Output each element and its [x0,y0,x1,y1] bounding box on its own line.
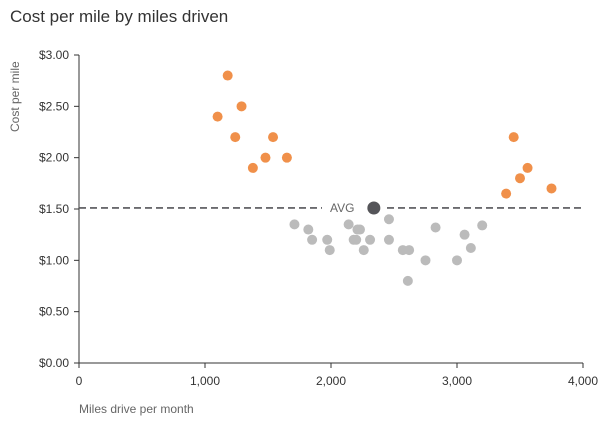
average-point [367,201,381,215]
y-tick-label: $3.00 [39,48,69,62]
highlight-point [508,132,519,143]
highlight-point [236,101,247,112]
highlight-point [260,152,271,163]
highlight-point [222,70,233,81]
base-point [383,214,394,225]
highlight-point [501,188,512,199]
base-point [404,245,415,256]
highlight-point [281,152,292,163]
y-tick-label: $2.50 [39,99,69,113]
base-point [351,234,362,245]
highlight-point [515,173,525,184]
x-tick-label: 3,000 [442,374,472,388]
highlight-point [230,132,241,143]
base-point [459,229,470,240]
x-axis-label: Miles drive per month [79,402,194,416]
y-tick-label: $1.00 [39,253,69,267]
y-tick-label: $0.50 [39,305,69,319]
base-point [289,219,300,230]
x-tick-label: 4,000 [568,374,598,388]
chart-title: Cost per mile by miles driven [10,7,229,26]
base-point [307,234,318,245]
base-point [303,224,314,235]
base-point [324,245,335,256]
highlight-point [522,162,533,173]
highlight-point [212,111,223,122]
y-tick-label: $0.00 [39,356,69,370]
x-tick-label: 0 [76,374,83,388]
average-label: AVG [330,201,354,215]
highlight-point [546,183,557,194]
base-point [354,224,365,235]
base-point [465,243,476,254]
base-point [430,222,441,233]
y-tick-label: $1.50 [39,202,69,216]
base-point [402,275,413,286]
base-point [383,234,394,245]
x-tick-label: 1,000 [190,374,220,388]
base-point [477,220,488,231]
base-point [343,219,354,230]
highlight-point [247,162,258,173]
base-point [420,255,431,266]
base-point [322,234,333,245]
base-point [365,234,376,245]
highlight-point [268,132,279,143]
y-tick-label: $2.00 [39,151,69,165]
base-point [452,255,462,266]
base-point [358,245,369,256]
x-tick-label: 2,000 [316,374,346,388]
